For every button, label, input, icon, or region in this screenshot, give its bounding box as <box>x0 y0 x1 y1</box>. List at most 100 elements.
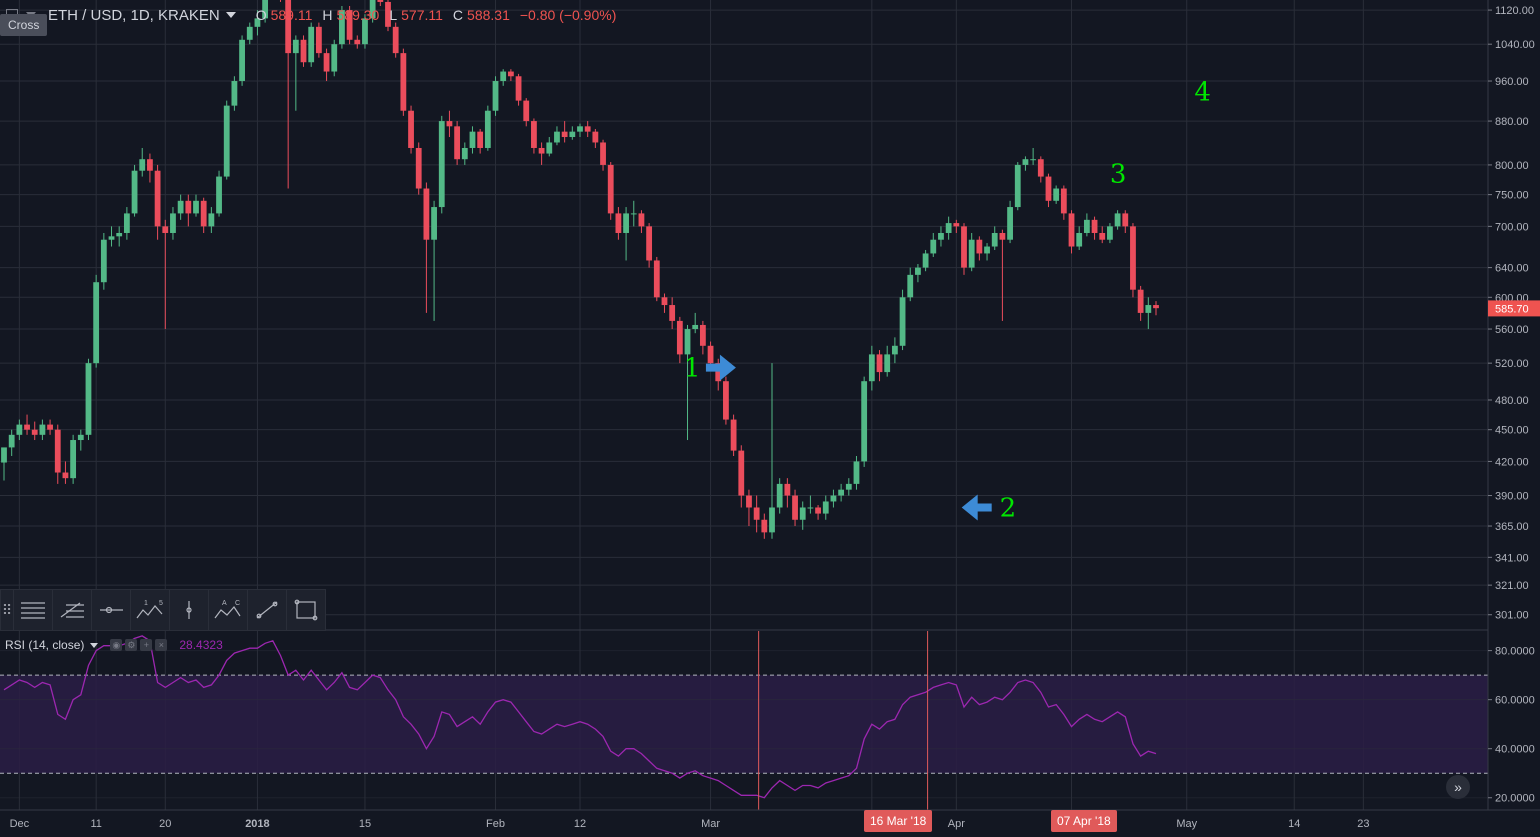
candle-body <box>815 507 821 514</box>
candle-body <box>676 320 683 355</box>
time-tick-label: Dec <box>10 818 30 830</box>
candle-body <box>723 381 729 420</box>
candle-body <box>116 232 123 237</box>
candle-body <box>1114 213 1121 227</box>
price-tick-label: 560.00 <box>1495 324 1529 336</box>
candle-body <box>100 239 107 283</box>
candle-body <box>630 213 637 215</box>
rsi-tick-label: 60.0000 <box>1495 695 1535 707</box>
visibility-icon[interactable]: ◉ <box>110 639 123 651</box>
candle-body <box>653 260 660 298</box>
candle-body <box>362 18 368 45</box>
add-icon[interactable]: + <box>140 639 153 651</box>
candle-body <box>1145 305 1152 313</box>
wave-label: 4 <box>1194 78 1211 108</box>
trend-line-icon[interactable] <box>247 590 286 630</box>
time-tick-label: Apr <box>948 818 965 830</box>
candle-body <box>661 297 668 306</box>
candle-body <box>684 329 691 355</box>
price-tick-label: 640.00 <box>1495 263 1529 275</box>
cross-tooltip: Cross <box>0 14 48 36</box>
price-tick-label: 321.00 <box>1495 580 1529 592</box>
candle-body <box>39 424 46 435</box>
close-key: C <box>452 7 464 23</box>
candle-body <box>1007 207 1013 240</box>
horizontal-ray-icon[interactable] <box>91 590 130 630</box>
chevron-down-icon[interactable] <box>225 12 236 18</box>
time-tick-label: May <box>1176 818 1197 830</box>
drag-handle-icon[interactable]: ⠿ <box>1 601 13 618</box>
candle-body <box>707 345 714 364</box>
close-icon[interactable]: × <box>155 639 168 651</box>
candle-body <box>62 472 69 479</box>
time-tick-label: 23 <box>1357 818 1369 830</box>
candle-body <box>554 131 560 143</box>
candle-body <box>784 483 791 496</box>
chevron-down-icon[interactable] <box>90 642 99 648</box>
crosshair-date-badge: 07 Apr '18 <box>1051 810 1117 832</box>
candle-body <box>891 345 898 355</box>
price-badge-label: 585.70 <box>1495 303 1529 315</box>
candle-body <box>699 324 706 346</box>
rsi-label[interactable]: RSI (14, close) <box>5 638 85 652</box>
candle-body <box>77 434 84 441</box>
candle-body <box>162 226 169 233</box>
candle-body <box>822 501 829 514</box>
candle-body <box>231 81 238 106</box>
candle-body <box>899 297 906 346</box>
wave-label: 1 <box>684 354 701 384</box>
horizontal-lines-icon[interactable] <box>13 590 52 630</box>
candle-body <box>961 226 967 268</box>
candle-body <box>1091 219 1098 233</box>
candle-body <box>999 232 1006 240</box>
rsi-legend[interactable]: RSI (14, close) ◉ ⚙ + × 28.4323 <box>5 638 223 652</box>
time-tick-label: 2018 <box>245 818 269 830</box>
candle-body <box>538 147 545 154</box>
candle-body <box>354 39 361 45</box>
candle-body <box>738 450 745 496</box>
candle-body <box>853 461 860 484</box>
candle-body <box>461 147 468 160</box>
low-key: L <box>389 7 398 23</box>
candle-body <box>915 267 921 275</box>
open-key: O <box>255 7 267 23</box>
change-value: −0.80 (−0.90%) <box>519 7 617 23</box>
wave-label: 3 <box>1110 160 1127 190</box>
candle-body <box>715 363 722 382</box>
rsi-tick-label: 20.0000 <box>1495 793 1535 805</box>
candle-body <box>838 489 845 496</box>
candle-body <box>170 213 176 233</box>
candle-body <box>669 305 676 321</box>
candle-body <box>1153 305 1159 309</box>
candle-body <box>139 159 146 171</box>
candle-body <box>1122 213 1129 227</box>
rectangle-icon[interactable] <box>286 590 325 630</box>
candle-body <box>930 239 937 254</box>
candle-body <box>193 200 199 214</box>
candle-body <box>292 39 299 54</box>
candle-body <box>208 213 215 227</box>
scroll-to-realtime-button[interactable]: » <box>1446 775 1470 799</box>
candle-body <box>938 232 944 240</box>
abcd-label-a: A <box>222 600 227 607</box>
candle-body <box>1060 188 1067 214</box>
symbol-title[interactable]: ETH / USD, 1D, KRAKEN <box>48 6 220 24</box>
settings-icon[interactable]: ⚙ <box>125 639 138 651</box>
price-tick-label: 1040.00 <box>1495 39 1535 51</box>
candle-body <box>31 429 38 435</box>
price-tick-label: 880.00 <box>1495 116 1529 128</box>
candle-body <box>523 100 530 122</box>
fib-retracement-icon[interactable] <box>52 590 91 630</box>
candle-body <box>546 142 553 154</box>
candle-body <box>592 131 599 143</box>
abcd-label-c: C <box>235 600 240 607</box>
candle-body <box>185 200 192 214</box>
price-tick-label: 960.00 <box>1495 76 1529 88</box>
price-axis-bg <box>1488 0 1540 837</box>
vertical-line-icon[interactable] <box>169 590 208 630</box>
